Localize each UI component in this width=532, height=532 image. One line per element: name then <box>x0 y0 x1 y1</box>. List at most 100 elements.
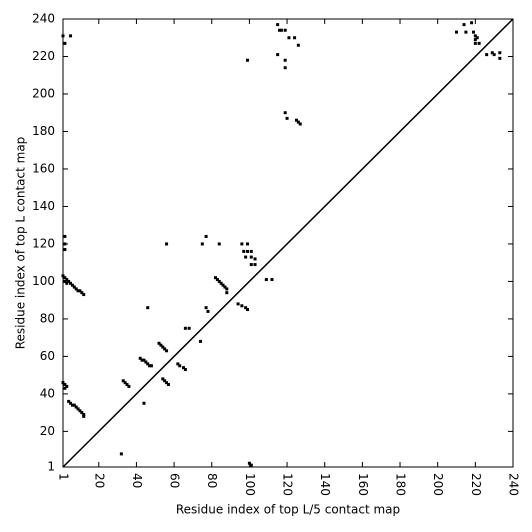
contact-point <box>78 409 82 413</box>
contact-point <box>246 242 250 246</box>
contact-point <box>183 368 187 372</box>
contact-point <box>287 36 291 40</box>
contact-point <box>187 326 191 330</box>
contact-point <box>82 413 86 417</box>
contact-point <box>223 285 227 289</box>
contact-point <box>279 28 283 32</box>
contact-point <box>285 116 289 120</box>
plot-frame <box>62 18 514 468</box>
y-tick-label: 240 <box>32 12 55 26</box>
y-tick-label: 80 <box>40 311 55 325</box>
x-tick-label: 120 <box>281 473 295 496</box>
y-tick-label: 220 <box>32 49 55 63</box>
x-tick-label: 40 <box>130 473 144 488</box>
contact-point <box>74 287 78 291</box>
contact-point <box>240 242 244 246</box>
contact-point <box>249 263 253 267</box>
x-tick-label: 20 <box>92 473 106 488</box>
x-tick-label: 240 <box>507 473 521 496</box>
contact-point <box>82 414 86 418</box>
contact-point <box>65 278 69 282</box>
contact-point <box>65 281 69 285</box>
contact-point <box>236 302 240 306</box>
contact-point <box>471 30 475 34</box>
contact-point <box>244 255 248 259</box>
contact-point <box>283 66 287 70</box>
contact-point <box>159 343 163 347</box>
contact-point <box>240 304 244 308</box>
contact-point <box>276 53 280 57</box>
contact-point <box>63 383 67 387</box>
contact-point <box>69 281 73 285</box>
contact-point <box>200 242 204 246</box>
contact-point <box>253 263 257 267</box>
y-tick-label: 40 <box>40 386 55 400</box>
contact-point <box>146 306 150 310</box>
contact-point <box>142 401 146 405</box>
contact-point <box>283 58 287 62</box>
contact-point <box>283 28 287 32</box>
contact-point <box>293 36 297 40</box>
x-axis-label: Residue index of top L/5 contact map <box>176 503 400 517</box>
x-tick-label: 160 <box>356 473 370 496</box>
y-tick-label: 100 <box>32 274 55 288</box>
y-axis-label: Residue index of top L contact map <box>14 137 28 350</box>
contact-point <box>475 36 479 40</box>
contact-point <box>247 461 251 465</box>
x-tick-label: 100 <box>243 473 257 496</box>
contact-point <box>146 362 150 366</box>
contact-point <box>72 403 76 407</box>
y-tick-label: 60 <box>40 349 55 363</box>
contact-point <box>165 381 169 385</box>
contact-point <box>63 276 67 280</box>
contact-point <box>67 399 71 403</box>
x-tick-label: 180 <box>394 473 408 496</box>
y-tick-label: 160 <box>32 161 55 175</box>
contact-point <box>63 386 67 390</box>
contact-point <box>462 23 466 27</box>
contact-point <box>178 364 182 368</box>
contact-point <box>473 38 477 42</box>
contact-point <box>138 356 142 360</box>
contact-point <box>470 21 474 25</box>
contact-point <box>74 405 78 409</box>
x-tick-label: 140 <box>318 473 332 496</box>
contact-point <box>63 248 67 252</box>
contact-point <box>253 257 257 261</box>
contact-point <box>498 51 502 55</box>
contact-point <box>246 308 250 312</box>
contact-point <box>217 242 221 246</box>
contact-point <box>294 118 298 122</box>
contact-point <box>121 379 125 383</box>
contact-point <box>278 28 282 32</box>
contact-point <box>63 41 67 45</box>
y-tick-label: 1 <box>47 460 55 474</box>
contact-point <box>225 291 229 295</box>
contact-point <box>477 41 481 45</box>
contact-point <box>473 41 477 45</box>
contact-point <box>78 289 82 293</box>
contact-point <box>276 23 280 27</box>
contact-point <box>63 242 67 246</box>
contact-point <box>69 34 73 38</box>
contact-point <box>217 279 221 283</box>
contact-point <box>221 283 225 287</box>
contact-point <box>296 120 300 124</box>
contact-point <box>82 293 86 297</box>
contact-point <box>182 366 186 370</box>
contact-point <box>473 34 477 38</box>
contact-point <box>161 377 165 381</box>
contact-point <box>165 242 169 246</box>
contact-point <box>485 53 489 57</box>
contact-point <box>225 287 229 291</box>
contact-point <box>219 281 223 285</box>
y-tick-label: 120 <box>32 236 55 250</box>
x-tick-label: 1 <box>57 473 71 481</box>
contact-point <box>144 360 148 364</box>
contact-point <box>270 278 274 282</box>
contact-point <box>183 326 187 330</box>
x-tick-label: 200 <box>431 473 445 496</box>
contact-point <box>498 56 502 60</box>
contact-point <box>163 347 167 351</box>
contact-point <box>72 285 76 289</box>
